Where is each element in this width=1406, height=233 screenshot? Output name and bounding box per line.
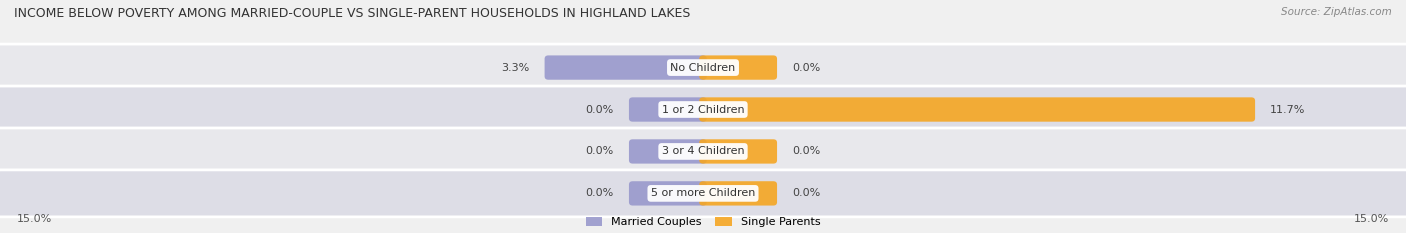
FancyBboxPatch shape	[544, 55, 707, 80]
Legend: Married Couples, Single Parents: Married Couples, Single Parents	[586, 217, 820, 227]
Text: 15.0%: 15.0%	[1354, 214, 1389, 224]
FancyBboxPatch shape	[628, 139, 707, 164]
FancyBboxPatch shape	[699, 55, 778, 80]
FancyBboxPatch shape	[0, 128, 1406, 175]
FancyBboxPatch shape	[0, 170, 1406, 217]
Text: 0.0%: 0.0%	[792, 147, 820, 156]
FancyBboxPatch shape	[699, 97, 1256, 122]
FancyBboxPatch shape	[628, 97, 707, 122]
Text: 0.0%: 0.0%	[792, 63, 820, 72]
FancyBboxPatch shape	[699, 181, 778, 206]
Text: Source: ZipAtlas.com: Source: ZipAtlas.com	[1281, 7, 1392, 17]
Text: 0.0%: 0.0%	[586, 188, 614, 198]
Text: 0.0%: 0.0%	[792, 188, 820, 198]
Text: 3.3%: 3.3%	[502, 63, 530, 72]
Text: 15.0%: 15.0%	[17, 214, 52, 224]
Text: 3 or 4 Children: 3 or 4 Children	[662, 147, 744, 156]
Text: 5 or more Children: 5 or more Children	[651, 188, 755, 198]
Text: 0.0%: 0.0%	[586, 105, 614, 114]
FancyBboxPatch shape	[628, 181, 707, 206]
Text: 0.0%: 0.0%	[586, 147, 614, 156]
FancyBboxPatch shape	[0, 44, 1406, 91]
Text: 1 or 2 Children: 1 or 2 Children	[662, 105, 744, 114]
FancyBboxPatch shape	[0, 86, 1406, 133]
FancyBboxPatch shape	[699, 139, 778, 164]
Text: No Children: No Children	[671, 63, 735, 72]
Text: 11.7%: 11.7%	[1270, 105, 1305, 114]
Text: INCOME BELOW POVERTY AMONG MARRIED-COUPLE VS SINGLE-PARENT HOUSEHOLDS IN HIGHLAN: INCOME BELOW POVERTY AMONG MARRIED-COUPL…	[14, 7, 690, 20]
